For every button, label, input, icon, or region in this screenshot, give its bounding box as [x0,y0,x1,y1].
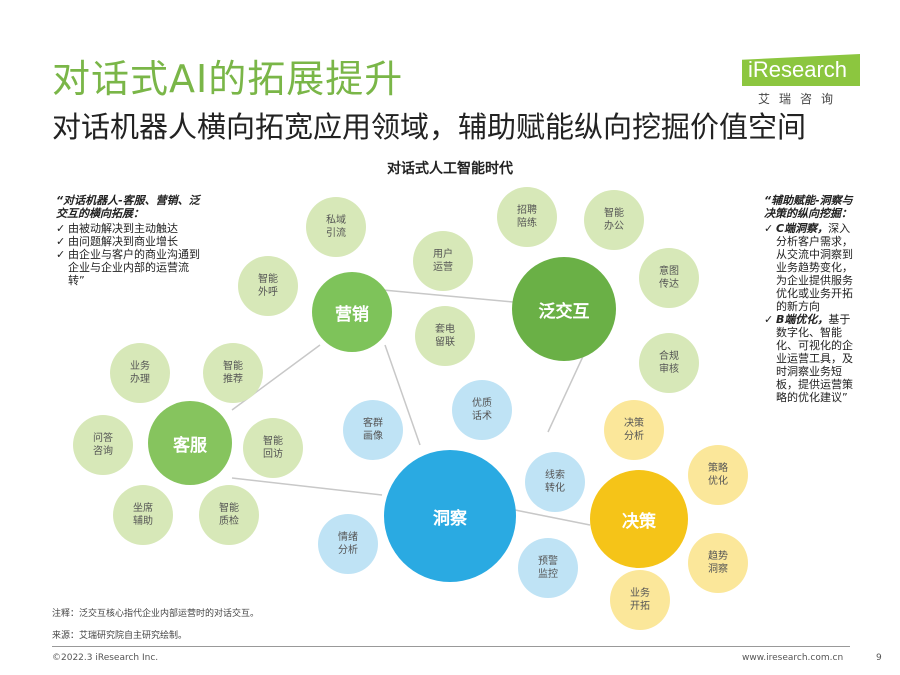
page-subtitle: 对话机器人横向拓宽应用领域，辅助赋能纵向挖掘价值空间 [52,110,807,144]
hub-insight: 洞察 [384,450,516,582]
node-private-traffic: 私域 引流 [306,197,366,257]
check-icon: ✓ [56,235,66,248]
node-telemarketing: 套电 留联 [415,306,475,366]
node-compliance: 合规 审核 [639,333,699,393]
node-intent: 意图 传达 [639,248,699,308]
node-smart-office: 智能 办公 [584,190,644,250]
line-marketing-interaction [382,289,514,303]
logo-chinese-name: 艾瑞咨询 [758,92,843,106]
diagram-title: 对话式人工智能时代 [387,161,513,177]
line-service-insight [231,477,383,496]
page-title: 对话式AI的拓展提升 [52,57,404,101]
right-panel-item: ✓ C端洞察，深入分析客户需求，从交流中洞察到业务趋势变化，为企业提供服务优化或业… [764,222,853,313]
left-panel-item: ✓ 由被动解决到主动触达 [56,222,178,235]
node-smart-outbound: 智能 外呼 [238,256,298,316]
page-number: 9 [876,653,882,663]
line-insight-decision [514,509,591,526]
footer-url[interactable]: www.iresearch.com.cn [742,653,844,663]
node-recruit: 招聘 陪练 [497,187,557,247]
node-optimize-script: 优质 话术 [452,380,512,440]
iresearch-logo: iResearch [742,54,860,86]
node-warning: 预警 监控 [518,538,578,598]
footer-divider [52,646,850,647]
left-panel-item: ✓ 由企业与客户的商业沟通到企业与企业内部的运营流转” [56,248,200,287]
hub-interaction: 泛交互 [512,257,616,361]
node-business: 业务 办理 [110,343,170,403]
node-quality: 智能 质检 [199,485,259,545]
left-annotation-panel: “对话机器人-客服、营销、泛交互的横向拓展： ✓ 由被动解决到主动触达 ✓ 由问题解… [56,194,204,287]
node-lead-convert: 线索 转化 [525,452,585,512]
check-icon: ✓ [764,313,774,326]
node-trend: 趋势 洞察 [688,533,748,593]
footer-copyright: ©2022.3 iResearch Inc. [52,653,159,663]
node-strategy: 策略 优化 [688,445,748,505]
check-icon: ✓ [764,222,774,235]
node-revisit: 智能 回访 [243,418,303,478]
right-annotation-panel: “辅助赋能-洞察与决策的纵向挖掘： ✓ C端洞察，深入分析客户需求，从交流中洞察到… [764,194,860,404]
node-qa: 问答 咨询 [73,415,133,475]
hub-service: 客服 [148,401,232,485]
right-panel-heading: “辅助赋能-洞察与决策的纵向挖掘： [764,194,853,220]
line-interaction-decision [547,351,586,433]
check-icon: ✓ [56,222,66,235]
check-icon: ✓ [56,248,66,261]
left-panel-heading: “对话机器人-客服、营销、泛交互的横向拓展： [56,194,200,220]
left-panel-item: ✓ 由问题解决到商业增长 [56,235,178,248]
note-text: 注释：泛交互核心指代企业内部运营时的对话交互。 [52,609,260,619]
node-recommend: 智能 推荐 [203,343,263,403]
node-user-ops: 用户 运营 [413,231,473,291]
node-decision-analysis: 决策 分析 [604,400,664,460]
line-marketing-insight [384,344,421,446]
hub-decision: 决策 [590,470,688,568]
right-panel-item: ✓ B端优化，基于数字化、智能化、可视化的企业运营工具，及时洞察业务短板，提供运营… [764,313,853,404]
node-emotion: 情绪 分析 [318,514,378,574]
source-text: 来源：艾瑞研究院自主研究绘制。 [52,631,188,641]
hub-marketing: 营销 [312,272,392,352]
node-customer-profile: 客群 画像 [343,400,403,460]
node-agent-assist: 坐席 辅助 [113,485,173,545]
node-biz-expand: 业务 开拓 [610,570,670,630]
